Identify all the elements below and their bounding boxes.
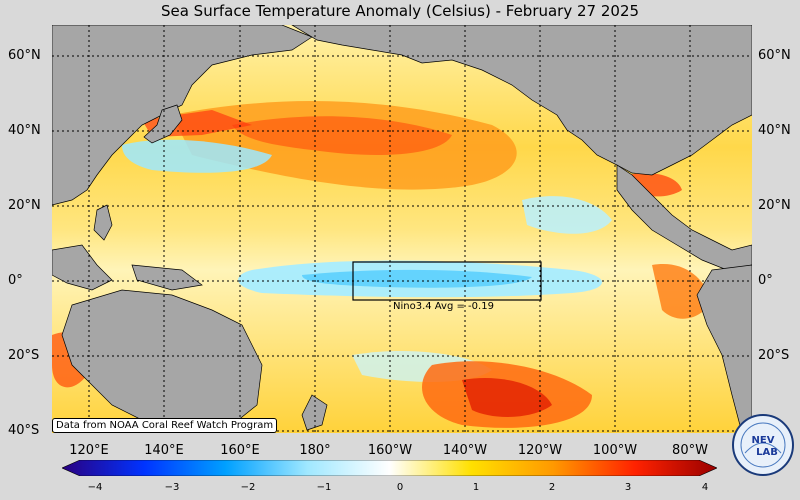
nino34-label: Nino3.4 Avg = -0.19: [393, 301, 494, 312]
graticule: [52, 25, 752, 433]
colorbar-tick-1: 1: [472, 482, 480, 493]
svg-text:NEV: NEV: [752, 435, 775, 446]
data-credit: Data from NOAA Coral Reef Watch Program: [52, 418, 278, 433]
cool-anomaly-east: [522, 196, 612, 234]
philippines-landmass: [93, 204, 113, 241]
lon-label-140e: 140°E: [144, 443, 184, 458]
sst-anomaly-map: [52, 25, 752, 433]
colorbar-gradient: [62, 460, 717, 476]
warm-anomaly-north-core: [232, 116, 452, 155]
lon-label-140w: 140°W: [442, 443, 488, 458]
cool-anomaly-japan: [122, 139, 272, 173]
warm-anomaly-peru: [652, 264, 712, 319]
colorbar-tick-neg4: −4: [87, 482, 103, 493]
nev-lab-logo: NEV LAB: [732, 414, 794, 476]
colorbar-tick-3: 3: [624, 482, 632, 493]
japan-landmass: [143, 104, 183, 144]
lon-label-160e: 160°E: [220, 443, 260, 458]
lon-label-160w: 160°W: [367, 443, 413, 458]
nino34-box: [352, 261, 542, 301]
lat-label-60n-right: 60°N: [758, 48, 791, 63]
lat-label-40n-left: 40°N: [8, 123, 41, 138]
lat-label-20s-left: 20°S: [8, 348, 40, 363]
colorbar-tick-neg3: −3: [164, 482, 180, 493]
svg-text:LAB: LAB: [756, 447, 778, 458]
colorbar: [62, 460, 717, 476]
central-america-landmass: [616, 164, 752, 271]
colorbar-tick-4: 4: [701, 482, 709, 493]
lat-label-60n-left: 60°N: [8, 48, 41, 63]
lon-label-120w: 120°W: [517, 443, 563, 458]
warm-anomaly-south-core: [462, 377, 552, 417]
cool-anomaly-equatorial-core: [302, 269, 532, 288]
south-america-landmass: [696, 264, 752, 433]
lat-label-20s-right: 20°S: [758, 348, 790, 363]
indonesia-landmass: [52, 244, 113, 291]
lat-label-0-right: 0°: [758, 273, 773, 288]
colorbar-tick-neg1: −1: [316, 482, 332, 493]
lat-label-40n-right: 40°N: [758, 123, 791, 138]
lon-label-120e: 120°E: [69, 443, 109, 458]
lon-label-180: 180°: [299, 443, 331, 458]
colorbar-tick-0: 0: [396, 482, 404, 493]
lon-label-100w: 100°W: [592, 443, 638, 458]
lat-label-40s-left: 40°S: [8, 423, 40, 438]
lat-label-20n-right: 20°N: [758, 198, 791, 213]
new-guinea-landmass: [131, 264, 203, 291]
land: [52, 25, 752, 433]
lat-label-20n-left: 20°N: [8, 198, 41, 213]
lat-label-0-left: 0°: [8, 273, 23, 288]
new-zealand-landmass: [301, 394, 328, 431]
alaska-landmass: [291, 25, 752, 176]
colorbar-tick-neg2: −2: [240, 482, 256, 493]
lon-label-80w: 80°W: [672, 443, 708, 458]
map-title: Sea Surface Temperature Anomaly (Celsius…: [160, 2, 640, 20]
colorbar-tick-2: 2: [548, 482, 556, 493]
